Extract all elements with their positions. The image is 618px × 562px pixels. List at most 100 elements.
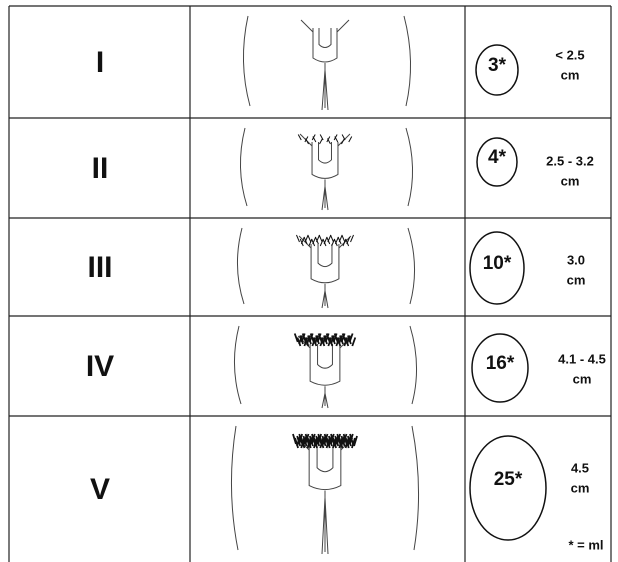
hair bbox=[338, 437, 344, 449]
hair bbox=[344, 337, 350, 347]
volume-label: 16* bbox=[486, 353, 515, 374]
hair bbox=[325, 333, 331, 343]
raphe bbox=[321, 283, 329, 309]
hair bbox=[318, 234, 323, 243]
stage-label: II bbox=[92, 152, 109, 185]
volume-ellipse bbox=[469, 231, 525, 305]
volume-ellipse bbox=[476, 137, 518, 187]
volume-label: 4* bbox=[488, 147, 507, 168]
size-label: < 2.5 bbox=[555, 47, 584, 62]
volume-label: 25* bbox=[494, 469, 523, 490]
hair bbox=[331, 335, 336, 345]
volume-label: 10* bbox=[483, 253, 512, 274]
hair bbox=[345, 238, 350, 247]
hair bbox=[328, 435, 333, 447]
size-label: cm bbox=[561, 67, 580, 82]
hair bbox=[347, 335, 352, 345]
hair bbox=[306, 437, 312, 449]
hair bbox=[333, 333, 339, 343]
footnote: * = ml bbox=[568, 537, 603, 552]
hair bbox=[320, 337, 326, 347]
genital-outline bbox=[312, 28, 338, 63]
hair bbox=[305, 138, 309, 145]
raphe bbox=[321, 63, 329, 111]
size-label: cm bbox=[561, 173, 580, 188]
hair bbox=[319, 437, 325, 449]
hair bbox=[322, 238, 327, 247]
hair bbox=[308, 435, 314, 447]
hair bbox=[304, 337, 310, 347]
hair bbox=[315, 435, 321, 447]
volume-label: 3* bbox=[488, 55, 507, 76]
hair bbox=[336, 337, 342, 347]
body-outline bbox=[409, 325, 418, 405]
hair bbox=[312, 337, 318, 347]
body-outline bbox=[407, 227, 416, 305]
hair bbox=[334, 136, 339, 143]
hair bbox=[327, 138, 331, 145]
genital-outline bbox=[316, 446, 334, 473]
size-label: cm bbox=[567, 272, 586, 287]
volume-ellipse bbox=[469, 435, 547, 541]
hair bbox=[344, 437, 350, 449]
hair bbox=[350, 234, 354, 243]
hair bbox=[347, 435, 352, 447]
genital-outline bbox=[308, 446, 342, 491]
hair bbox=[348, 136, 353, 143]
size-label: 4.5 bbox=[571, 460, 589, 475]
sketch bbox=[233, 325, 418, 409]
hair bbox=[314, 236, 319, 245]
body-outline bbox=[403, 15, 411, 107]
hair bbox=[349, 433, 354, 445]
hair bbox=[340, 435, 346, 447]
hair bbox=[307, 335, 312, 345]
sketch bbox=[230, 425, 420, 555]
raphe bbox=[321, 490, 329, 555]
hair bbox=[312, 136, 317, 143]
hair bbox=[303, 236, 308, 245]
hair bbox=[325, 437, 331, 449]
hair bbox=[296, 234, 300, 243]
genital-outline bbox=[318, 142, 332, 164]
hair bbox=[301, 333, 307, 343]
hair bbox=[296, 337, 302, 347]
hair bbox=[302, 435, 308, 447]
body-outline bbox=[243, 15, 251, 107]
body-outline bbox=[411, 425, 420, 551]
hair bbox=[294, 437, 299, 449]
stage-label: III bbox=[87, 251, 112, 284]
hair bbox=[331, 238, 336, 247]
hair bbox=[296, 435, 302, 447]
hair bbox=[326, 236, 331, 245]
hair bbox=[319, 138, 323, 145]
raphe bbox=[321, 179, 329, 211]
sketch bbox=[239, 127, 414, 211]
hair bbox=[300, 437, 306, 449]
hair bbox=[333, 238, 338, 247]
hair bbox=[309, 333, 315, 343]
hair bbox=[334, 435, 340, 447]
hair bbox=[299, 335, 304, 345]
thigh-line bbox=[300, 19, 350, 33]
size-label: 3.0 bbox=[567, 252, 585, 267]
body-outline bbox=[405, 127, 414, 207]
genital-outline bbox=[318, 28, 332, 48]
size-label: cm bbox=[571, 480, 590, 495]
genital-outline bbox=[311, 142, 339, 179]
hair bbox=[341, 138, 345, 145]
body-outline bbox=[233, 325, 242, 405]
body-outline bbox=[236, 227, 245, 305]
hair bbox=[332, 437, 337, 449]
hair bbox=[308, 238, 313, 247]
hair bbox=[341, 234, 346, 243]
hair bbox=[341, 134, 346, 141]
sketch bbox=[236, 227, 416, 309]
hair bbox=[299, 238, 304, 247]
body-outline bbox=[239, 127, 248, 207]
hair bbox=[337, 236, 342, 245]
stage-label: I bbox=[96, 46, 104, 79]
hair bbox=[319, 238, 324, 247]
volume-ellipse bbox=[475, 44, 519, 96]
